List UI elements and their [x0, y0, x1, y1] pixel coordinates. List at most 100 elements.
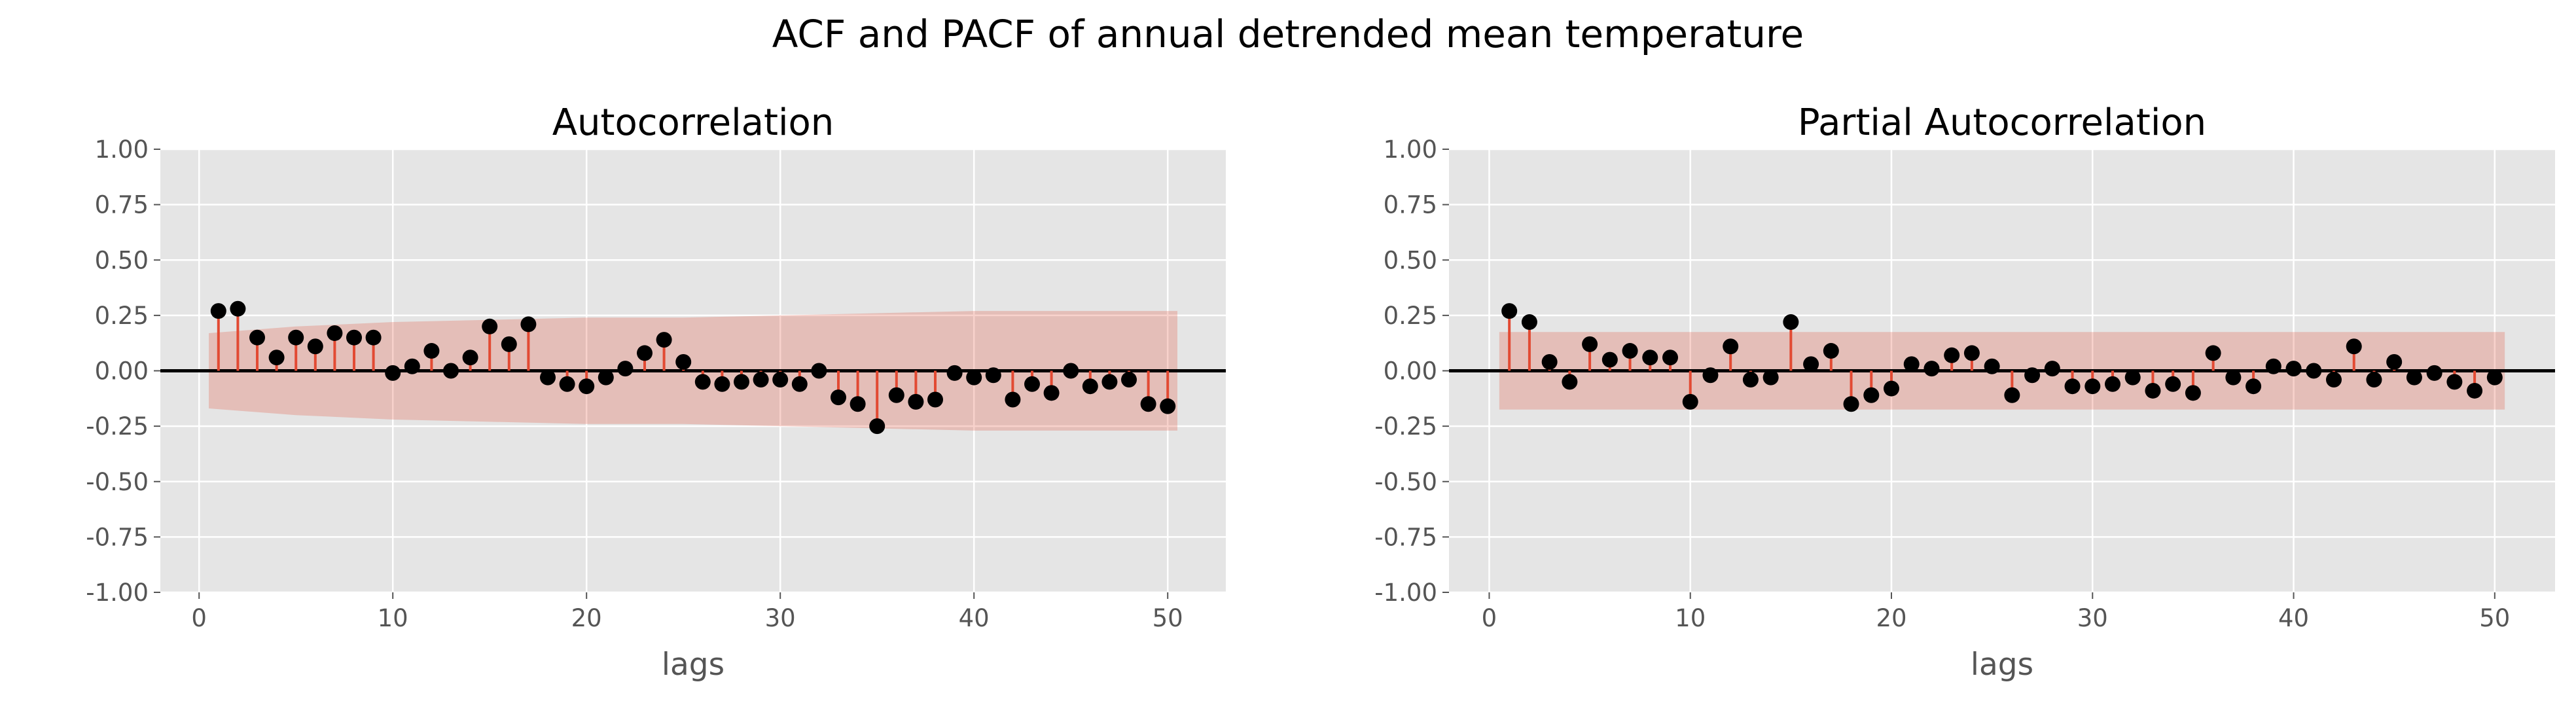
stem-marker: [2366, 372, 2382, 388]
figure-title: ACF and PACF of annual detrended mean te…: [772, 12, 1804, 56]
stem-marker: [559, 376, 575, 392]
y-tick-label: 1.00: [1384, 135, 1437, 164]
stem-marker: [1923, 361, 1940, 377]
stem-marker: [210, 303, 226, 319]
stem-marker: [791, 376, 808, 392]
stem-marker: [365, 329, 382, 346]
stem-marker: [482, 318, 498, 334]
x-tick-label: 10: [1675, 604, 1706, 632]
stem-marker: [694, 374, 711, 390]
y-tick-label: -1.00: [1374, 579, 1437, 607]
axes-title: Autocorrelation: [552, 101, 834, 144]
stem-marker: [2145, 382, 2161, 399]
stem-marker: [1702, 367, 1719, 384]
stem-marker: [675, 353, 692, 370]
stem-marker: [540, 369, 556, 386]
stem-marker: [2285, 361, 2302, 377]
x-tick-label: 40: [959, 604, 990, 632]
stem-marker: [2105, 376, 2120, 392]
stem-marker: [288, 329, 304, 346]
stem-marker: [1582, 336, 1598, 352]
x-tick-label: 50: [1153, 604, 1183, 632]
stem-marker: [327, 325, 343, 341]
stem-marker: [501, 336, 517, 352]
stem-marker: [966, 369, 982, 386]
y-tick-label: 0.50: [1384, 246, 1437, 274]
y-tick-label: 0.25: [1384, 302, 1437, 330]
stem-marker: [2044, 361, 2060, 377]
stem-marker: [753, 372, 769, 388]
x-tick-label: 30: [765, 604, 796, 632]
x-tick-label: 0: [191, 604, 207, 632]
y-tick-label: 0.75: [1384, 191, 1437, 219]
stem-marker: [1762, 369, 1779, 386]
stem-marker: [772, 372, 789, 388]
stem-marker: [2446, 374, 2463, 390]
stem-marker: [1005, 391, 1021, 408]
y-tick-label: -1.00: [86, 579, 149, 607]
stem-marker: [346, 329, 362, 346]
x-tick-label: 20: [571, 604, 602, 632]
y-tick-label: 0.00: [95, 357, 149, 386]
stem-marker: [462, 350, 478, 366]
axes-title: Partial Autocorrelation: [1798, 101, 2206, 144]
y-tick-label: -0.25: [1374, 412, 1437, 440]
pacf-panel: 0 10 20 30 40 50 -1.00 -0.75 -0.50 -0.25 0.00 0.25 0…: [1374, 101, 2555, 683]
stem-marker: [2245, 378, 2262, 395]
y-tick-label: 0.00: [1384, 357, 1437, 386]
stem-marker: [1601, 351, 1618, 368]
stem-marker: [734, 374, 749, 390]
stem-marker: [2486, 369, 2503, 386]
stem-marker: [1662, 350, 1678, 366]
stem-marker: [617, 361, 634, 377]
stem-marker: [230, 300, 246, 317]
stem-marker: [1160, 398, 1176, 414]
stem-marker: [1121, 372, 1137, 388]
stem-marker: [2406, 369, 2422, 386]
stem-marker: [1082, 378, 1098, 395]
stem-marker: [1043, 385, 1060, 401]
stem-marker: [249, 329, 265, 346]
y-tick-label: 1.00: [95, 135, 149, 164]
stem-marker: [1963, 345, 1980, 361]
stem-marker: [869, 418, 885, 435]
stem-marker: [2205, 345, 2221, 361]
stem-marker: [1903, 356, 1920, 372]
stem-marker: [2467, 382, 2483, 399]
stem-marker: [946, 365, 963, 381]
x-tick-label: 0: [1482, 604, 1497, 632]
stem-marker: [598, 369, 614, 386]
stem-marker: [1642, 350, 1658, 366]
stem-marker: [2225, 369, 2242, 386]
stem-marker: [2165, 376, 2181, 392]
stem-marker: [1944, 347, 1960, 363]
stem-marker: [908, 393, 924, 410]
x-tick-label: 50: [2479, 604, 2510, 632]
stem-marker: [1843, 396, 1859, 412]
stem-marker: [1823, 343, 1839, 359]
stem-marker: [1521, 314, 1537, 331]
stem-marker: [520, 316, 537, 333]
y-tick-label: -0.25: [86, 412, 149, 440]
stem-marker: [307, 338, 323, 355]
stem-marker: [268, 350, 285, 366]
stem-marker: [2346, 338, 2362, 355]
stem-marker: [443, 363, 459, 379]
stem-marker: [2265, 358, 2281, 374]
stem-marker: [927, 391, 943, 408]
stem-marker: [985, 367, 1001, 384]
stem-marker: [385, 365, 401, 381]
acf-panel: 0 10 20 30 40 50 -1.00 -0.75 -0.50 -0.25 0.00 0.25 0…: [86, 101, 1226, 683]
stem-marker: [2326, 372, 2342, 388]
stem-marker: [1501, 303, 1518, 319]
stem-marker: [831, 389, 846, 406]
stem-marker: [1783, 314, 1799, 331]
stem-marker: [1984, 358, 2000, 374]
stem-marker: [1541, 353, 1558, 370]
y-tick-label: -0.75: [86, 523, 149, 551]
stem-marker: [811, 363, 827, 379]
x-axis-label: lags: [662, 647, 724, 683]
x-tick-label: 20: [1876, 604, 1906, 632]
stem-marker: [888, 387, 904, 403]
stem-marker: [2426, 365, 2442, 381]
